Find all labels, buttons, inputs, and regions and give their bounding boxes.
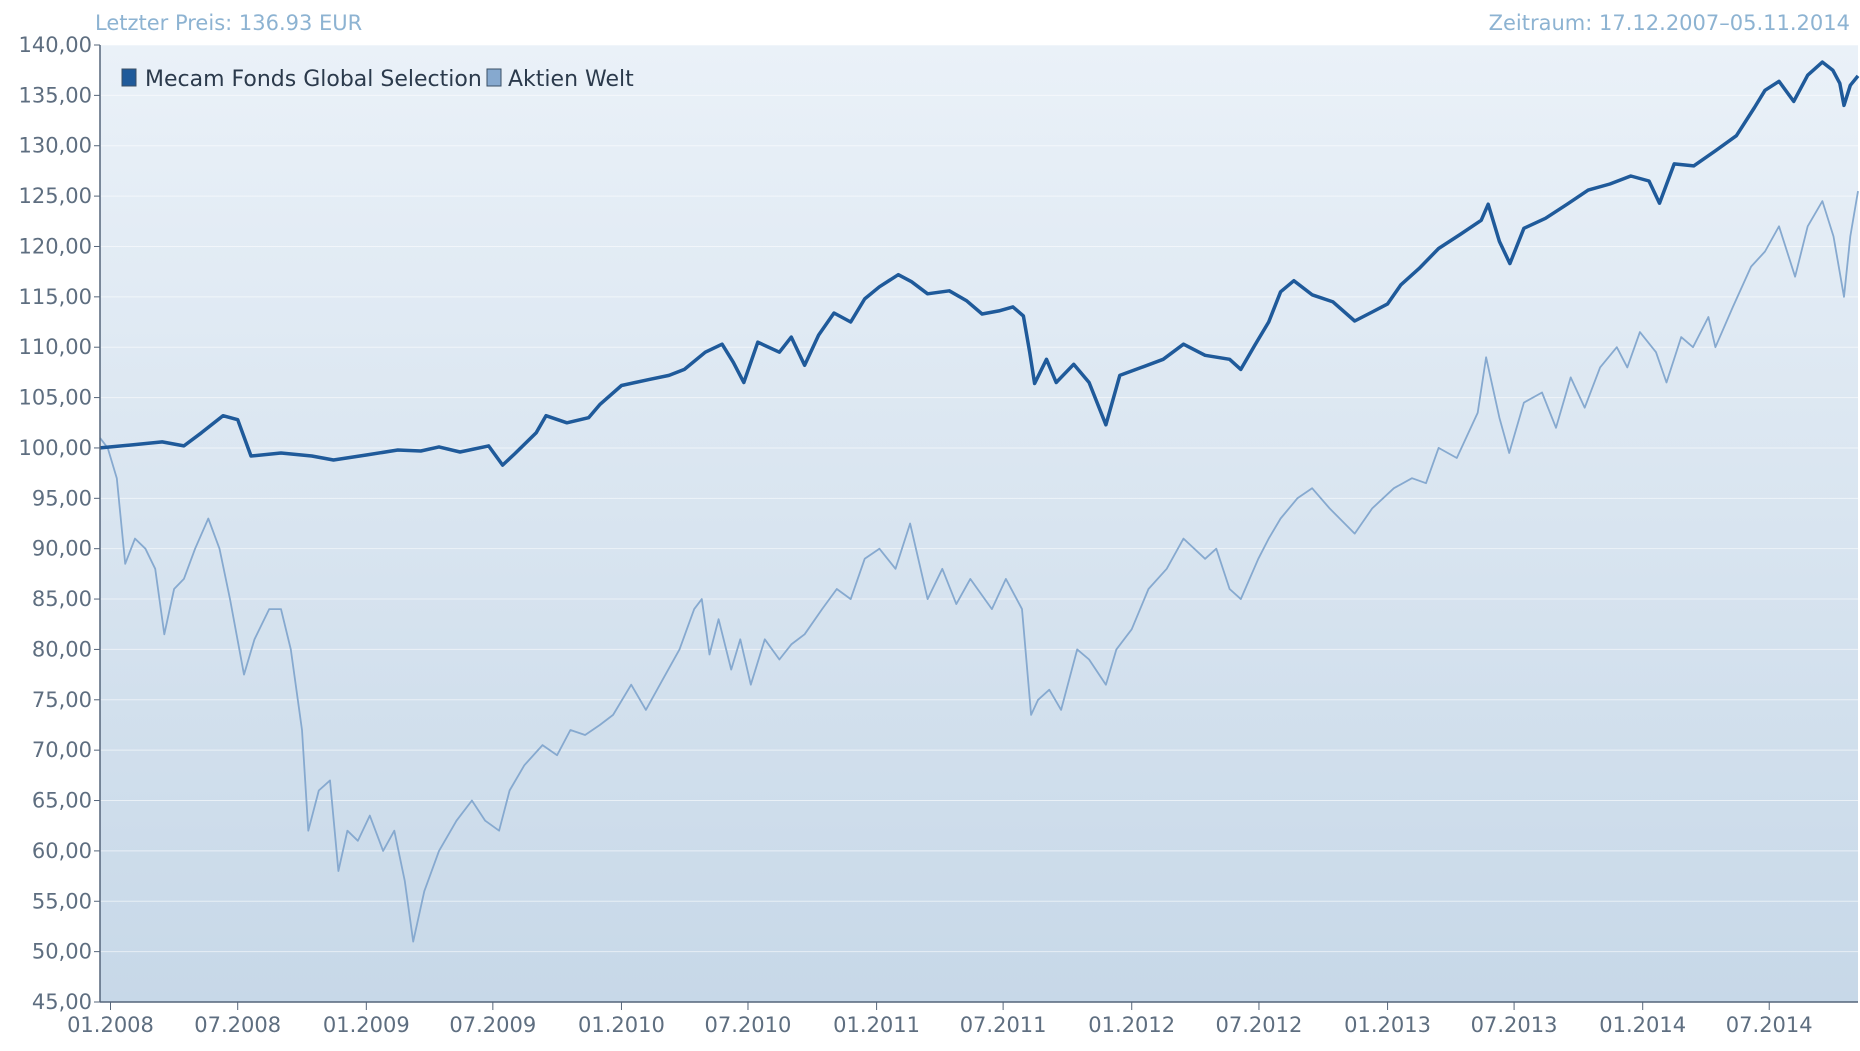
axes — [99, 45, 1858, 1003]
y-tick-label: 110,00 — [19, 335, 92, 359]
y-tick-label: 120,00 — [19, 234, 92, 258]
y-tick-label: 115,00 — [19, 285, 92, 309]
series-layer — [99, 60, 1860, 943]
x-tick-label: 01.2010 — [578, 1013, 665, 1037]
y-axis-ticks: 45,00 50,00 55,00 60,00 65,00 70,00 75,00 80,00… — [19, 33, 100, 1014]
x-tick-label: 01.2012 — [1088, 1013, 1175, 1037]
legend-swatch-index — [486, 68, 502, 87]
x-tick-label: 07.2010 — [705, 1013, 792, 1037]
gridlines — [100, 44, 1858, 1003]
y-tick-label: 80,00 — [32, 637, 92, 661]
x-tick-label: 01.2008 — [67, 1013, 154, 1037]
x-tick-label: 01.2011 — [833, 1013, 920, 1037]
y-tick-label: 135,00 — [19, 83, 92, 107]
y-tick-label: 90,00 — [32, 537, 92, 561]
y-tick-label: 125,00 — [19, 184, 92, 208]
y-tick-label: 130,00 — [19, 134, 92, 158]
x-tick-label: 01.2014 — [1599, 1013, 1686, 1037]
legend-swatch-fund — [121, 68, 137, 87]
y-tick-label: 85,00 — [32, 587, 92, 611]
legend: Mecam Fonds Global Selection Aktien Welt — [121, 67, 634, 92]
y-tick-label: 65,00 — [32, 789, 92, 813]
y-tick-label: 60,00 — [32, 839, 92, 863]
y-tick-label: 55,00 — [32, 889, 92, 913]
x-tick-label: 01.2009 — [323, 1013, 410, 1037]
x-tick-label: 07.2014 — [1726, 1013, 1813, 1037]
x-tick-label: 07.2011 — [960, 1013, 1047, 1037]
x-tick-label: 07.2009 — [449, 1013, 536, 1037]
x-tick-label: 07.2012 — [1216, 1013, 1303, 1037]
series-line-index — [99, 190, 1859, 943]
x-tick-label: 07.2008 — [194, 1013, 281, 1037]
last-price-label: Letzter Preis: 136.93 EUR — [95, 11, 362, 35]
y-tick-label: 105,00 — [19, 386, 92, 410]
legend-label-fund: Mecam Fonds Global Selection — [145, 67, 482, 92]
y-tick-label: 100,00 — [19, 436, 92, 460]
legend-label-index: Aktien Welt — [508, 67, 634, 92]
y-tick-label: 50,00 — [32, 940, 92, 964]
period-label: Zeitraum: 17.12.2007–05.11.2014 — [1489, 11, 1850, 35]
y-tick-label: 95,00 — [32, 486, 92, 510]
x-tick-label: 07.2013 — [1471, 1013, 1558, 1037]
y-tick-label: 75,00 — [32, 688, 92, 712]
y-tick-label: 45,00 — [32, 990, 92, 1014]
y-tick-label: 140,00 — [19, 33, 92, 57]
x-tick-label: 01.2013 — [1344, 1013, 1431, 1037]
x-axis-ticks: 01.2008 07.2008 01.2009 07.2009 01.2010 07.20… — [67, 1002, 1813, 1037]
y-tick-label: 70,00 — [32, 738, 92, 762]
series-line-fund — [99, 60, 1860, 467]
